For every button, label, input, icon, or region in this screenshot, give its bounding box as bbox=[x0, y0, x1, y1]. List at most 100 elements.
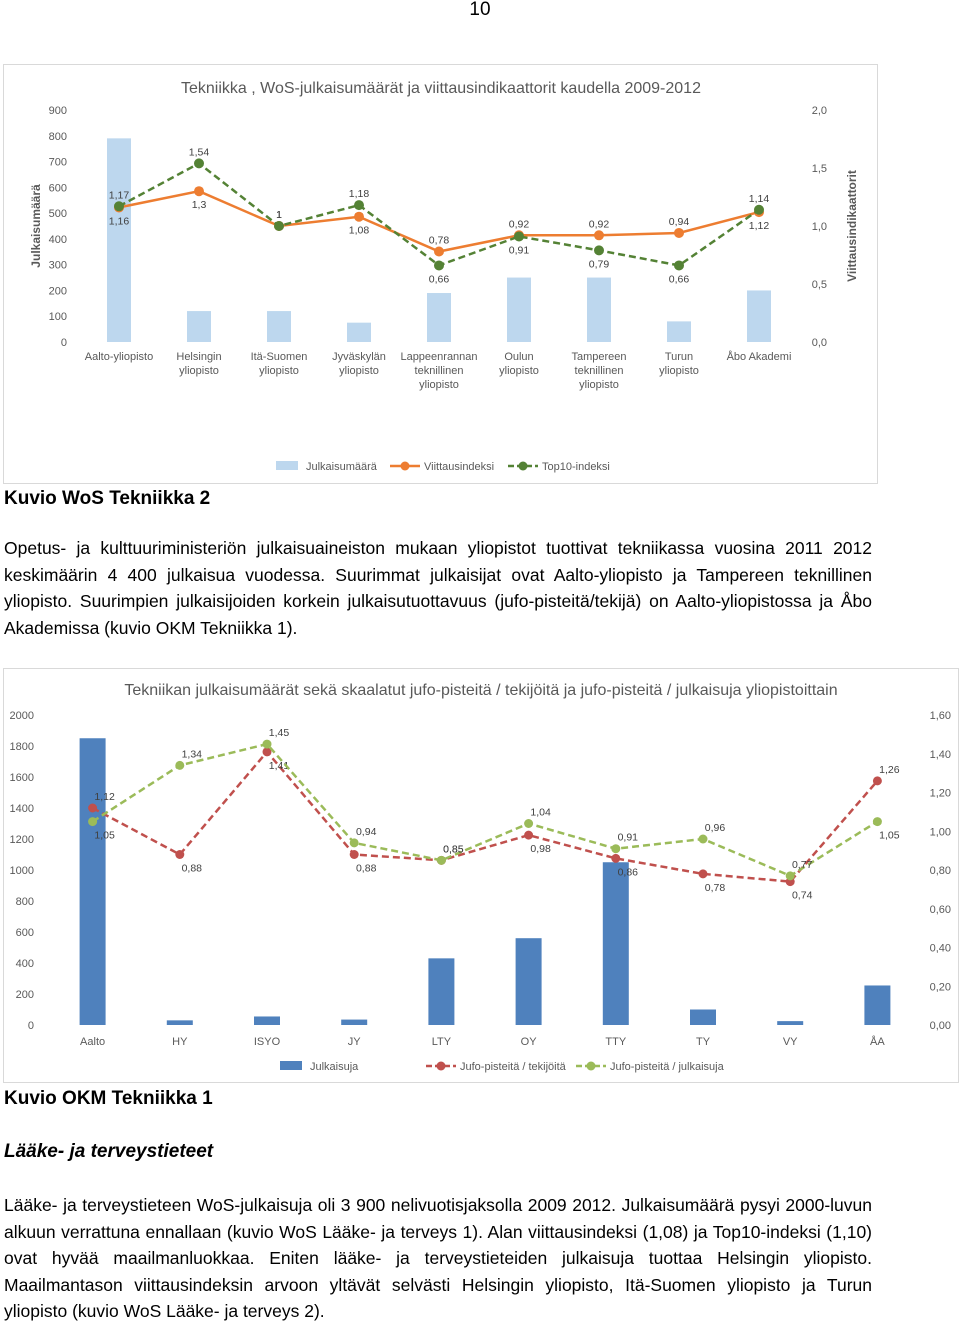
series-point bbox=[262, 739, 272, 749]
data-label: 1 bbox=[276, 209, 282, 221]
bar bbox=[587, 277, 611, 342]
x-axis-category-label: TTY bbox=[605, 1036, 626, 1048]
data-label: 1,12 bbox=[94, 791, 115, 803]
bar bbox=[267, 311, 291, 342]
x-axis-category-label: OY bbox=[521, 1036, 538, 1048]
series-point bbox=[88, 817, 98, 827]
bar bbox=[427, 293, 451, 342]
figure-caption-wos-tekniikka-2: Kuvio WoS Tekniikka 2 bbox=[4, 488, 211, 509]
chart-title: Tekniikka , WoS-julkaisumäärät ja viitta… bbox=[181, 80, 701, 97]
chart-title: Tekniikan julkaisumäärät sekä skaalatut … bbox=[124, 682, 837, 699]
y-axis-tick-label: 700 bbox=[49, 157, 67, 169]
y-axis-title: Julkaisumäärä bbox=[29, 184, 43, 268]
x-axis-category-label: Itä-Suomen yliopisto bbox=[251, 351, 308, 377]
legend-label: Julkaisuja bbox=[310, 1061, 359, 1073]
y-axis-tick-label: 500 bbox=[49, 208, 67, 220]
y2-axis-tick-label: 0,0 bbox=[812, 337, 827, 349]
data-label: 0,86 bbox=[618, 866, 639, 878]
series-line bbox=[92, 749, 879, 883]
y-axis-tick-label: 200 bbox=[49, 285, 67, 297]
data-label: 1,41 bbox=[269, 760, 290, 772]
y-axis-tick-label: 2000 bbox=[10, 710, 34, 722]
x-axis-category-label: Åbo Akademi bbox=[727, 350, 792, 363]
series-point bbox=[175, 760, 185, 770]
legend-marker bbox=[400, 461, 410, 471]
paragraph-tekniikka: Opetus- ja kulttuuriministeriön julkaisu… bbox=[4, 538, 872, 638]
y2-axis-tick-label: 0,00 bbox=[930, 1020, 951, 1032]
data-label: 0,92 bbox=[509, 218, 530, 230]
series-point bbox=[434, 260, 444, 271]
series-point bbox=[88, 803, 98, 813]
bar bbox=[667, 321, 691, 342]
y-axis-tick-label: 100 bbox=[49, 311, 67, 323]
legend-label: Viittausindeksi bbox=[424, 461, 494, 473]
x-axis-category-label: VY bbox=[783, 1036, 798, 1048]
wos-tekniikka-chart: Tekniikka , WoS-julkaisumäärät ja viitta… bbox=[3, 64, 878, 484]
y2-axis-tick-label: 2,0 bbox=[812, 105, 827, 117]
series-point bbox=[349, 850, 359, 859]
y2-axis-tick-label: 0,20 bbox=[930, 981, 951, 993]
wos-tekniikka-chart-svg: Tekniikka , WoS-julkaisumäärät ja viitta… bbox=[29, 80, 859, 473]
data-label: 0,85 bbox=[443, 843, 464, 855]
y-axis-tick-label: 900 bbox=[49, 105, 67, 117]
data-label: 0,66 bbox=[429, 273, 450, 285]
series-point bbox=[698, 834, 708, 844]
data-label: 1,16 bbox=[109, 215, 130, 227]
x-axis-category-label: TY bbox=[696, 1036, 711, 1048]
x-axis-category-label: Tampereen teknillinen yliopisto bbox=[571, 351, 626, 391]
series-point bbox=[594, 230, 604, 241]
legend-marker bbox=[586, 1061, 596, 1071]
series-point bbox=[114, 201, 124, 212]
bar bbox=[107, 138, 131, 342]
x-axis-category-label: ÅA bbox=[870, 1035, 885, 1048]
y-axis-tick-label: 1600 bbox=[10, 772, 34, 784]
series-point bbox=[354, 200, 364, 211]
bar bbox=[428, 958, 455, 1025]
data-label: 0,92 bbox=[589, 218, 610, 230]
data-label: 1,12 bbox=[749, 220, 770, 232]
series-point bbox=[194, 186, 204, 197]
data-label: 1,08 bbox=[349, 225, 370, 237]
section-heading-laake: Lääke- ja terveystieteet bbox=[4, 1141, 214, 1162]
data-label: 0,88 bbox=[356, 863, 377, 875]
figure-caption-okm-tekniikka-1: Kuvio OKM Tekniikka 1 bbox=[4, 1088, 213, 1109]
y2-axis-tick-label: 1,20 bbox=[930, 788, 951, 800]
bar bbox=[690, 1009, 716, 1025]
series-point bbox=[611, 844, 621, 854]
paragraph-laake: Lääke- ja terveystieteen WoS-julkaisuja … bbox=[4, 1195, 872, 1321]
legend-swatch bbox=[276, 461, 298, 470]
series-point bbox=[674, 260, 684, 271]
legend-label: Top10-indeksi bbox=[542, 461, 610, 473]
data-label: 0,79 bbox=[589, 258, 610, 270]
y-axis-tick-label: 400 bbox=[16, 958, 34, 970]
data-label: 1 bbox=[276, 209, 282, 221]
bar bbox=[341, 1019, 368, 1025]
series-line bbox=[91, 742, 879, 878]
y2-axis-tick-label: 1,00 bbox=[930, 826, 951, 838]
x-axis-category-label: Helsingin yliopisto bbox=[176, 351, 221, 377]
bar bbox=[347, 322, 371, 342]
series-point bbox=[611, 853, 621, 863]
series-point bbox=[354, 211, 364, 222]
bar bbox=[777, 1021, 804, 1025]
legend-label: Julkaisumäärä bbox=[306, 461, 378, 473]
series-point bbox=[524, 819, 534, 828]
data-label: 1,26 bbox=[879, 764, 900, 776]
x-axis-category-label: Jyväskylän yliopisto bbox=[332, 351, 386, 377]
series-point bbox=[194, 158, 204, 169]
y-axis-tick-label: 300 bbox=[49, 260, 67, 272]
data-label: 1,34 bbox=[182, 748, 203, 760]
y2-axis-tick-label: 1,40 bbox=[930, 749, 951, 761]
legend-marker bbox=[436, 1061, 446, 1071]
series-point bbox=[872, 776, 882, 786]
legend-label: Jufo-pisteitä / tekijöitä bbox=[460, 1061, 567, 1073]
data-label: 0,91 bbox=[509, 244, 530, 256]
series-point bbox=[434, 246, 444, 257]
y-axis-tick-label: 200 bbox=[16, 989, 34, 1001]
x-axis-category-label: HY bbox=[172, 1036, 188, 1048]
bar bbox=[79, 738, 106, 1025]
data-label: 0,78 bbox=[705, 882, 726, 894]
x-axis-category-label: Lappeenrannan teknillinen yliopisto bbox=[400, 351, 477, 391]
series-point bbox=[436, 855, 446, 865]
x-axis-category-label: ISYO bbox=[254, 1036, 281, 1048]
